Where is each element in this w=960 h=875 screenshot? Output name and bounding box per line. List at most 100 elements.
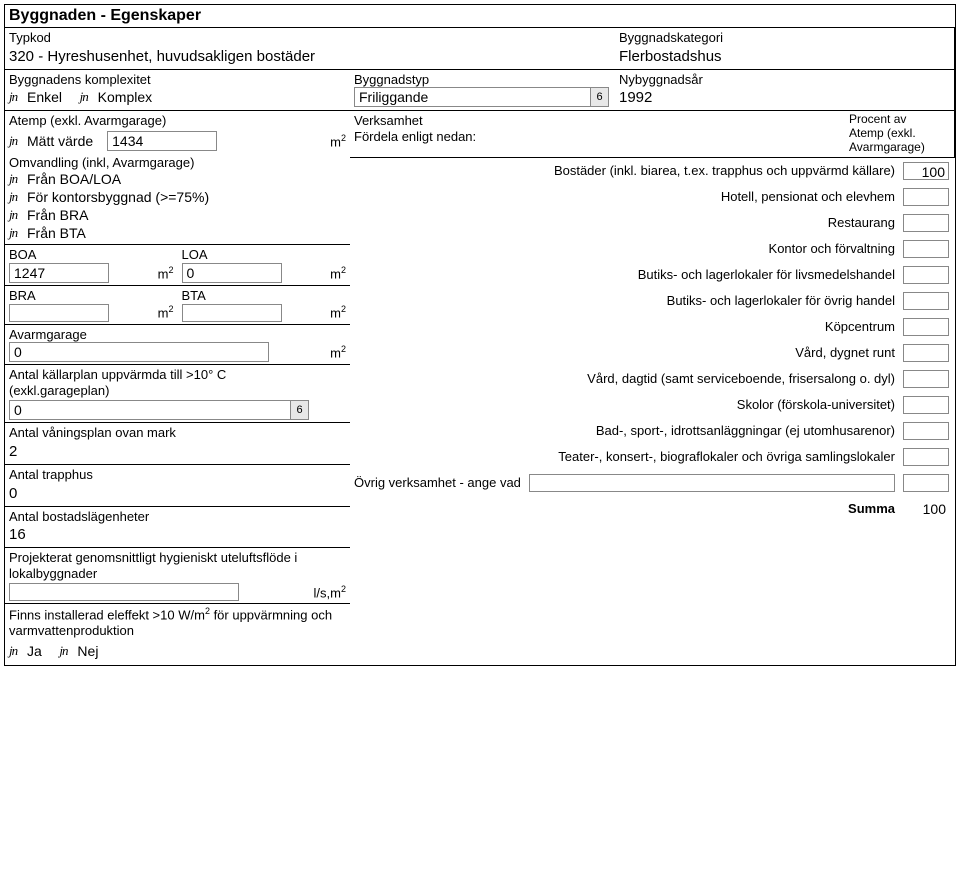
verksamhet-item-label: Kontor och förvaltning (354, 241, 895, 256)
verksamhet-item-input[interactable] (903, 422, 949, 440)
komplexitet-cell: Byggnadens komplexitet jn Enkel jn Kompl… (5, 69, 350, 111)
loa-input[interactable]: 0 (182, 263, 282, 283)
verksamhet-item-label: Köpcentrum (354, 319, 895, 334)
m2-unit: m2 (330, 344, 346, 360)
omvandling-label: Omvandling (inkl, Avarmgarage) (9, 155, 346, 171)
verksamhet-item-input[interactable]: 100 (903, 162, 949, 180)
radio-icon: jn (59, 643, 73, 659)
fran-bta-label: Från BTA (27, 225, 86, 241)
radio-fran-bra[interactable]: jn Från BRA (9, 207, 88, 223)
radio-icon: jn (9, 89, 23, 105)
m2-unit: m2 (158, 304, 174, 320)
finns-cell: Finns installerad eleffekt >10 W/m2 för … (5, 603, 350, 665)
boa-input[interactable]: 1247 (9, 263, 109, 283)
radio-komplex[interactable]: jn Komplex (80, 89, 152, 105)
projekterat-label: Projekterat genomsnittligt hygieniskt ut… (9, 550, 329, 581)
vaningsplan-value: 2 (9, 441, 346, 462)
verksamhet-list: Bostäder (inkl. biarea, t.ex. trapphus o… (350, 158, 955, 470)
radio-for-kontor[interactable]: jn För kontorsbyggnad (>=75%) (9, 189, 209, 205)
komplexitet-label: Byggnadens komplexitet (9, 72, 346, 88)
verksamhet-item-input[interactable] (903, 344, 949, 362)
vaningsplan-cell: Antal våningsplan ovan mark 2 (5, 422, 350, 464)
boa-label: BOA (9, 247, 174, 263)
radio-enkel[interactable]: jn Enkel (9, 89, 62, 105)
summa-row: Summa 100 (350, 496, 955, 522)
radio-icon: jn (9, 207, 23, 223)
typkod-value: 320 - Hyreshusenhet, huvudsakligen bostä… (9, 46, 611, 67)
avarmgarage-label: Avarmgarage (9, 327, 346, 343)
vaningsplan-label: Antal våningsplan ovan mark (9, 425, 346, 441)
verksamhet-item-input[interactable] (903, 240, 949, 258)
verksamhet-label: Verksamhet (354, 113, 841, 129)
verksamhet-item: Teater-, konsert-, biograflokaler och öv… (350, 444, 955, 470)
typkod-label: Typkod (9, 30, 611, 46)
finns-label: Finns installerad eleffekt >10 W/m2 för … (9, 606, 339, 639)
nybyggnadsar-value: 1992 (619, 87, 950, 108)
verksamhet-item: Kontor och förvaltning (350, 236, 955, 262)
bra-cell: BRA m2 (5, 285, 178, 324)
radio-matt-varde[interactable]: jn Mätt värde (9, 133, 93, 149)
byggnadstyp-cell: Byggnadstyp Friliggande 6 (350, 69, 615, 111)
dropdown-icon: 6 (290, 401, 308, 419)
kategori-value: Flerbostadshus (619, 46, 950, 67)
verksamhet-item-input[interactable] (903, 292, 949, 310)
bra-input[interactable] (9, 304, 109, 322)
verksamhet-item-label: Butiks- och lagerlokaler för övrig hande… (354, 293, 895, 308)
nybyggnadsar-cell: Nybyggnadsår 1992 (615, 69, 955, 111)
radio-icon: jn (9, 171, 23, 187)
form-container: Byggnaden - Egenskaper Typkod 320 - Hyre… (4, 4, 956, 666)
verksamhet-body: Bostäder (inkl. biarea, t.ex. trapphus o… (350, 157, 955, 665)
verksamhet-item-input[interactable] (903, 396, 949, 414)
radio-icon: jn (9, 189, 23, 205)
bostadslagenheter-cell: Antal bostadslägenheter 16 (5, 506, 350, 548)
loa-label: LOA (182, 247, 347, 263)
bta-label: BTA (182, 288, 347, 304)
procent-label: Procent av Atemp (exkl. Avarmgarage) (849, 113, 950, 154)
verksamhet-item-label: Teater-, konsert-, biograflokaler och öv… (354, 449, 895, 464)
verksamhet-item: Skolor (förskola-universitet) (350, 392, 955, 418)
projekterat-cell: Projekterat genomsnittligt hygieniskt ut… (5, 547, 350, 603)
verksamhet-item: Butiks- och lagerlokaler för livsmedelsh… (350, 262, 955, 288)
ovrig-row: Övrig verksamhet - ange vad (350, 470, 955, 496)
ovrig-text-input[interactable] (529, 474, 895, 492)
m2-unit: m2 (330, 304, 346, 320)
avarmgarage-input[interactable]: 0 (9, 342, 269, 362)
projekterat-input[interactable] (9, 583, 239, 601)
verksamhet-item-label: Bostäder (inkl. biarea, t.ex. trapphus o… (354, 163, 895, 178)
byggnadstyp-select[interactable]: Friliggande 6 (354, 87, 609, 107)
verksamhet-item-input[interactable] (903, 318, 949, 336)
radio-ja[interactable]: jn Ja (9, 643, 42, 659)
radio-nej[interactable]: jn Nej (59, 643, 98, 659)
byggnadstyp-value: Friliggande (355, 88, 590, 106)
radio-enkel-label: Enkel (27, 89, 62, 105)
kallarplan-cell: Antal källarplan uppvärmda till >10° C (… (5, 364, 350, 422)
bta-cell: BTA m2 (178, 285, 351, 324)
radio-icon: jn (9, 643, 23, 659)
radio-fran-bta[interactable]: jn Från BTA (9, 225, 86, 241)
verksamhet-item-label: Butiks- och lagerlokaler för livsmedelsh… (354, 267, 895, 282)
verksamhet-item: Bostäder (inkl. biarea, t.ex. trapphus o… (350, 158, 955, 184)
verksamhet-item-input[interactable] (903, 448, 949, 466)
verksamhet-item-input[interactable] (903, 266, 949, 284)
verksamhet-item-input[interactable] (903, 214, 949, 232)
verksamhet-item-label: Vård, dygnet runt (354, 345, 895, 360)
page-title: Byggnaden - Egenskaper (5, 5, 955, 27)
verksamhet-item-label: Restaurang (354, 215, 895, 230)
verksamhet-item-label: Vård, dagtid (samt serviceboende, friser… (354, 371, 895, 386)
trapphus-label: Antal trapphus (9, 467, 346, 483)
matt-varde-label: Mätt värde (27, 133, 93, 149)
boa-cell: BOA 1247 m2 (5, 244, 178, 285)
bta-input[interactable] (182, 304, 282, 322)
matt-varde-input[interactable]: 1434 (107, 131, 217, 151)
trapphus-cell: Antal trapphus 0 (5, 464, 350, 506)
procent-header-cell: Procent av Atemp (exkl. Avarmgarage) (845, 110, 955, 156)
verksamhet-item-input[interactable] (903, 370, 949, 388)
verksamhet-item-input[interactable] (903, 188, 949, 206)
radio-komplex-label: Komplex (98, 89, 152, 105)
summa-value: 100 (903, 500, 949, 518)
ovrig-pct-input[interactable] (903, 474, 949, 492)
verksamhet-item: Bad-, sport-, idrottsanläggningar (ej ut… (350, 418, 955, 444)
kallarplan-select[interactable]: 0 6 (9, 400, 309, 420)
radio-icon: jn (9, 225, 23, 241)
radio-fran-boaloa[interactable]: jn Från BOA/LOA (9, 171, 121, 187)
